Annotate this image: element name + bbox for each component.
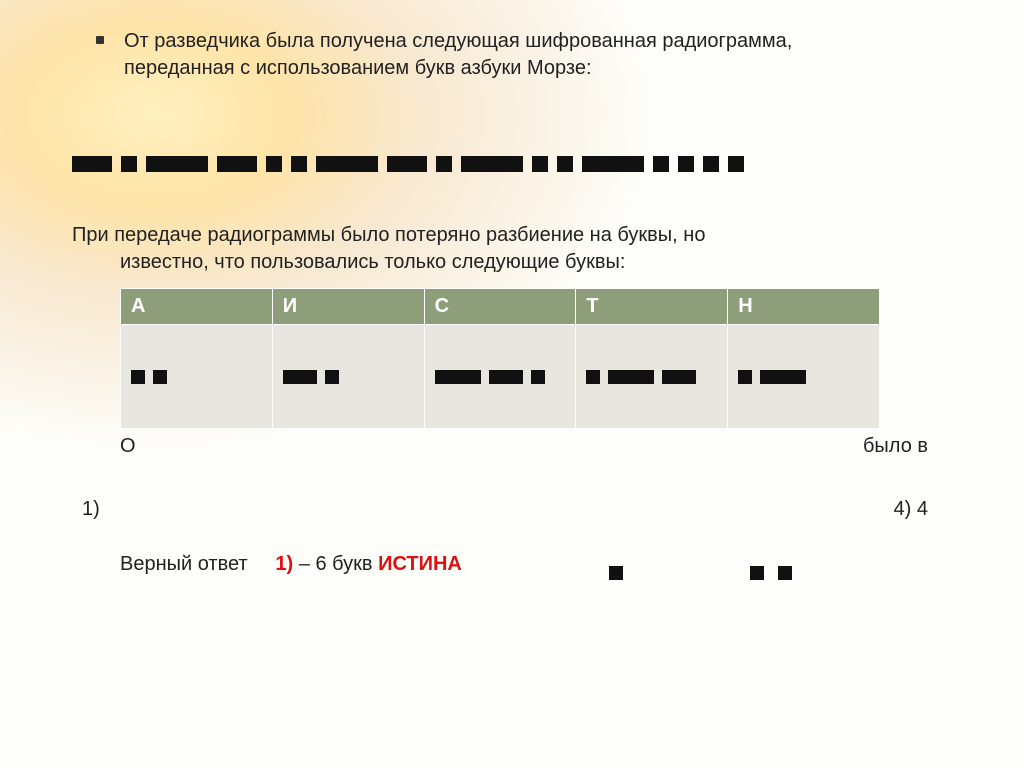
option-4: 4) 4 [894,498,928,521]
morse-dash [146,156,208,172]
cell-morse [435,370,566,384]
table-cell [272,325,424,429]
table-cell [121,325,273,429]
morse-dot [532,156,548,172]
morse-dash [608,370,654,384]
morse-dot [653,156,669,172]
morse-dash [217,156,257,172]
intro-text: От разведчика была получена следующая ши… [124,28,792,82]
mid-line2: известно, что пользовались только следую… [120,249,952,276]
obscured-left: О [120,435,136,458]
options-row: 1) 4) 4 [72,498,952,521]
morse-dot [738,370,752,384]
obscured-fragment-row: О было в [72,435,952,458]
table-cell [728,325,880,429]
letters-table-wrap: АИСТН [120,288,952,429]
mid-text: При передаче радиограммы было потеряно р… [72,222,952,276]
cell-morse [738,370,869,384]
morse-dot [778,566,792,580]
morse-dot [131,370,145,384]
letters-table: АИСТН [120,288,880,429]
morse-dot [291,156,307,172]
answer-label: Верный ответ [120,553,248,575]
stray-dots [750,566,792,580]
table-header: С [424,289,576,325]
table-cell [576,325,728,429]
answer-row: Верный ответ 1) – 6 букв ИСТИНА [120,553,952,576]
morse-dash [387,156,427,172]
morse-sequence [72,156,952,172]
morse-dot [436,156,452,172]
morse-dot [586,370,600,384]
cell-morse [283,370,414,384]
cell-morse [586,370,717,384]
morse-dash [283,370,317,384]
answer-word: ИСТИНА [378,553,462,575]
answer-num: 1) [275,553,293,575]
table-cell [424,325,576,429]
morse-dot [750,566,764,580]
morse-dash [316,156,378,172]
morse-dot [531,370,545,384]
morse-dot [728,156,744,172]
morse-dot [121,156,137,172]
morse-dot [153,370,167,384]
morse-dot [325,370,339,384]
morse-dash [435,370,481,384]
intro-line1: От разведчика была получена следующая ши… [124,28,792,55]
morse-dash [760,370,806,384]
bullet-dot [96,36,104,44]
table-header: А [121,289,273,325]
table-header: И [272,289,424,325]
morse-dash [72,156,112,172]
mid-line1: При передаче радиограммы было потеряно р… [72,222,952,249]
morse-dot [266,156,282,172]
morse-dash [662,370,696,384]
morse-dot [557,156,573,172]
answer-rest: – 6 букв [293,553,378,575]
morse-dash [582,156,644,172]
cell-morse [131,370,262,384]
table-header: Н [728,289,880,325]
table-header: Т [576,289,728,325]
morse-dash [489,370,523,384]
option-1: 1) [82,498,100,521]
morse-dash [461,156,523,172]
intro-line2: переданная с использованием букв азбуки … [124,55,792,82]
stray-dots [609,566,623,580]
morse-dot [609,566,623,580]
morse-dot [703,156,719,172]
obscured-right: было в [863,435,928,458]
morse-dot [678,156,694,172]
